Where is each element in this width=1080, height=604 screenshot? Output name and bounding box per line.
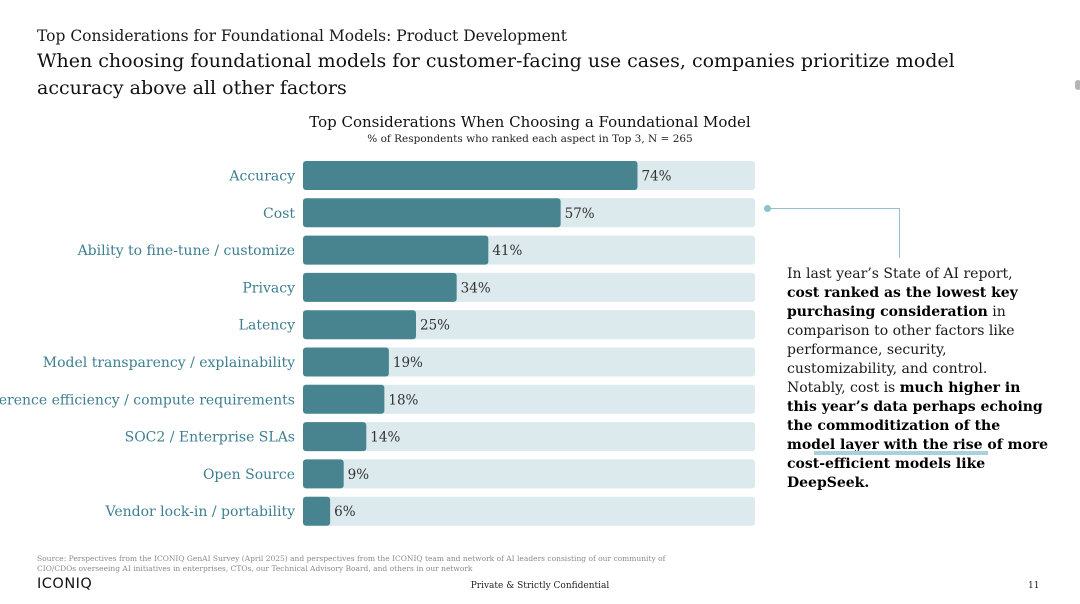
callout-text: In last year’s State of AI report, cost … <box>787 265 1049 493</box>
bar <box>303 310 416 340</box>
callout-plain-2: in comparison to other factors like perf… <box>787 304 1015 396</box>
annotation-dot <box>764 205 771 212</box>
value-label: 18% <box>388 392 418 408</box>
bar <box>303 384 385 414</box>
chart-title: Top Considerations When Choosing a Found… <box>309 113 751 131</box>
bar-track <box>303 459 755 489</box>
value-label: 25% <box>420 318 450 334</box>
annotation-connector <box>768 208 900 209</box>
bar <box>303 272 457 302</box>
category-label: Accuracy <box>228 169 295 185</box>
bar <box>303 235 489 265</box>
value-label: 74% <box>641 169 671 185</box>
callout-bold-2: much higher in this year’s data perhaps … <box>787 380 1049 491</box>
company-logo: ICONIQ <box>37 576 93 592</box>
category-label: Latency <box>239 318 295 334</box>
value-label: 19% <box>393 355 423 371</box>
bar-track <box>303 347 755 377</box>
category-label: Cost <box>263 206 295 222</box>
bar <box>303 496 331 526</box>
value-label: 14% <box>370 430 400 446</box>
value-label: 6% <box>334 504 356 520</box>
bar-track <box>303 496 755 526</box>
headline: When choosing foundational models for cu… <box>37 50 955 99</box>
callout-plain-1: In last year’s State of AI report, <box>787 266 1013 282</box>
callout-underline <box>814 451 988 455</box>
category-label: Model transparency / explainability <box>43 355 295 371</box>
bar <box>303 198 561 228</box>
confidentiality-notice: Private & Strictly Confidential <box>470 581 610 591</box>
section-kicker: Top Considerations for Foundational Mode… <box>37 27 568 45</box>
bar <box>303 459 344 489</box>
bar-track <box>303 384 755 414</box>
category-label: Open Source <box>203 467 295 483</box>
callout-bold-1: cost ranked as the lowest key purchasing… <box>787 285 1018 320</box>
category-label: Ability to fine-tune / customize <box>77 243 295 259</box>
category-label: Privacy <box>242 280 295 296</box>
category-label: SOC2 / Enterprise SLAs <box>125 430 295 446</box>
bar-track <box>303 422 755 452</box>
value-label: 57% <box>565 206 595 222</box>
edge-tab-handle <box>1075 80 1080 90</box>
bar <box>303 161 638 190</box>
source-note: Source: Perspectives from the ICONIQ Gen… <box>37 554 666 573</box>
value-label: 34% <box>461 280 491 296</box>
bar <box>303 347 389 377</box>
category-label: Vendor lock-in / portability <box>105 504 296 520</box>
page-number: 11 <box>1028 581 1040 591</box>
value-label: 9% <box>348 467 370 483</box>
chart-subtitle: % of Respondents who ranked each aspect … <box>367 133 693 145</box>
category-label: Inference efficiency / compute requireme… <box>0 392 295 408</box>
annotation-connector-vertical <box>899 208 900 258</box>
value-label: 41% <box>492 243 522 259</box>
bar <box>303 422 367 452</box>
